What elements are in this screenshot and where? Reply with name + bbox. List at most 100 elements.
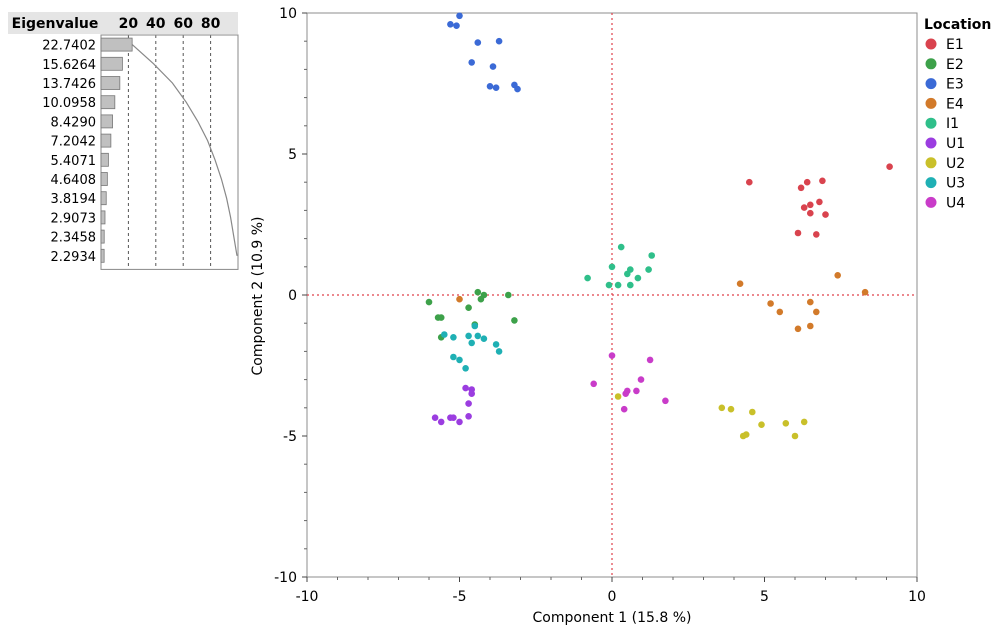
point-e3 xyxy=(468,59,476,66)
point-u2 xyxy=(791,432,799,440)
y-tick-label: 10 xyxy=(279,6,297,22)
point-e1 xyxy=(800,204,808,211)
point-i1 xyxy=(648,252,655,259)
point-u3 xyxy=(495,348,503,355)
point-u1 xyxy=(465,413,472,420)
eigenvalue-bar xyxy=(100,56,123,71)
legend-title: Location xyxy=(924,17,991,33)
point-i1 xyxy=(584,274,591,282)
eigenvalue-bar xyxy=(100,95,116,110)
eigenvalue-label: 5.4071 xyxy=(51,154,97,169)
eigenvalue-label: 22.7402 xyxy=(42,39,96,54)
legend-label-u3: U3 xyxy=(946,176,965,192)
point-e1 xyxy=(813,231,820,238)
legend-label-e1: E1 xyxy=(946,37,964,53)
point-e4 xyxy=(807,322,814,330)
legend-swatch-e4 xyxy=(925,97,937,109)
eigen-axis-tick-label: 20 xyxy=(119,16,139,32)
point-e4 xyxy=(456,295,463,303)
point-u2 xyxy=(782,420,790,427)
eigenvalue-label: 7.2042 xyxy=(51,135,97,150)
legend-label-u1: U1 xyxy=(946,136,965,152)
point-u1 xyxy=(431,414,439,422)
eigenvalue-bar xyxy=(100,114,113,129)
legend-swatch-i1 xyxy=(925,117,937,129)
eigen-axis-tick-label: 80 xyxy=(201,16,221,32)
point-u4 xyxy=(637,376,645,383)
point-e4 xyxy=(834,272,841,279)
point-u4 xyxy=(608,352,616,359)
legend-label-e4: E4 xyxy=(946,96,964,112)
eigenvalue-bar xyxy=(100,37,133,52)
point-i1 xyxy=(605,281,613,289)
eigenvalue-label: 3.8194 xyxy=(51,192,97,207)
point-e1 xyxy=(797,184,805,192)
point-u3 xyxy=(480,335,488,343)
legend-swatch-u1 xyxy=(925,137,937,149)
x-tick-label: 5 xyxy=(760,589,769,605)
point-e1 xyxy=(807,209,814,217)
point-i1 xyxy=(617,243,625,251)
point-u3 xyxy=(474,332,482,340)
x-tick-label: -5 xyxy=(453,589,467,605)
legend-swatch-u3 xyxy=(925,177,937,189)
point-e2 xyxy=(511,317,518,324)
point-u2 xyxy=(739,432,747,440)
eigen-axis-tick-label: 60 xyxy=(173,16,193,32)
point-i1 xyxy=(608,263,616,271)
point-u3 xyxy=(462,365,469,372)
eigenvalue-bar xyxy=(100,229,105,244)
y-tick-label: -10 xyxy=(274,570,297,586)
point-e4 xyxy=(794,325,802,333)
point-u4 xyxy=(622,390,629,398)
legend-swatch-e2 xyxy=(925,58,937,70)
point-e1 xyxy=(816,198,823,206)
point-e3 xyxy=(492,84,500,91)
point-e2 xyxy=(505,291,512,299)
point-e2 xyxy=(477,295,485,303)
point-e1 xyxy=(746,178,753,186)
legend-label-u4: U4 xyxy=(946,195,965,211)
point-u2 xyxy=(800,418,808,426)
point-i1 xyxy=(624,270,631,278)
eigenvalue-bar xyxy=(100,133,112,148)
point-e2 xyxy=(474,288,482,296)
legend-label-e3: E3 xyxy=(946,77,964,93)
point-e4 xyxy=(807,298,814,306)
point-e1 xyxy=(822,211,829,218)
point-u4 xyxy=(633,387,640,395)
y-tick-label: 5 xyxy=(288,147,297,163)
point-u3 xyxy=(450,353,457,361)
eigenvalue-label: 2.2934 xyxy=(51,250,97,265)
eigenvalue-panel: Eigenvalue 20 40 60 80 22.7402 15.6264 13.7426 1… xyxy=(8,12,239,270)
x-axis-label: Component 1 (15.8 %) xyxy=(533,610,692,626)
legend-label-e2: E2 xyxy=(946,57,964,73)
eigenvalue-bar xyxy=(100,172,108,186)
point-e3 xyxy=(489,63,497,70)
point-i1 xyxy=(634,274,642,282)
point-u2 xyxy=(758,421,765,429)
legend-swatch-u2 xyxy=(925,157,937,169)
point-e1 xyxy=(803,178,811,186)
eigenvalue-label: 13.7426 xyxy=(42,77,96,92)
point-e4 xyxy=(736,280,744,288)
legend-swatch-u4 xyxy=(925,196,937,208)
eigenvalue-bar xyxy=(100,248,105,263)
y-tick-label: -5 xyxy=(283,429,297,445)
point-u2 xyxy=(727,405,735,413)
point-e3 xyxy=(453,22,460,30)
point-u2 xyxy=(614,393,622,400)
point-i1 xyxy=(645,266,652,273)
point-e4 xyxy=(861,288,869,296)
x-tick-label: 0 xyxy=(608,589,617,605)
eigen-axis-tick-label: 40 xyxy=(146,16,166,32)
point-e2 xyxy=(425,298,433,306)
eigenvalue-label: 15.6264 xyxy=(42,58,96,73)
point-u2 xyxy=(718,404,726,412)
eigenvalue-header: Eigenvalue xyxy=(12,16,99,32)
point-u1 xyxy=(456,418,463,426)
eigenvalue-label: 2.9073 xyxy=(51,211,97,226)
point-e4 xyxy=(776,308,784,316)
